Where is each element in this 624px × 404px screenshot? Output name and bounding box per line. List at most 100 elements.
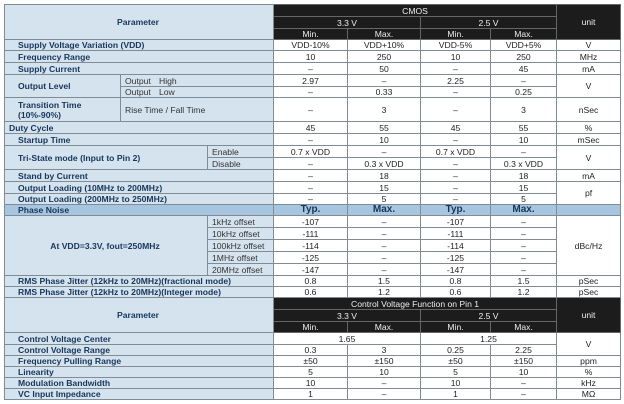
unit-cell: mA xyxy=(556,169,622,182)
value-cell: VDD-5% xyxy=(420,39,491,51)
sub-label: 100kHz offset xyxy=(207,239,274,252)
table-row: Parameter CMOS unit xyxy=(4,4,622,40)
parameter-label: Supply Voltage Variation (VDD) xyxy=(4,39,274,51)
unit-cell: mA xyxy=(556,62,622,75)
value-cell: 0.8 xyxy=(273,275,348,287)
value-cell: 45 xyxy=(420,121,491,134)
sub-label: Output High xyxy=(120,74,274,87)
value-cell: – xyxy=(420,157,491,170)
value-cell: 5 xyxy=(489,193,558,205)
value-cell: 2.25 xyxy=(489,344,558,356)
value-cell: Max. xyxy=(489,204,558,216)
parameter-label: Output Level xyxy=(4,74,121,98)
max-header: Max. xyxy=(489,321,558,333)
value-cell: 45 xyxy=(489,62,558,75)
table-row: VC Input Impedance 1–1– MΩ xyxy=(4,388,622,400)
parameter-label: Stand by Current xyxy=(4,169,274,182)
table-row: Linearity 5 10 5 10% xyxy=(4,366,622,378)
parameter-label: VC Input Impedance xyxy=(4,388,274,400)
group-header: Control Voltage Function on Pin 1 xyxy=(272,297,558,310)
unit-cell: ppm xyxy=(556,355,622,367)
value-cell: 10 xyxy=(347,366,421,378)
value-cell: ±50 xyxy=(420,355,491,367)
value-cell: 10 xyxy=(489,133,558,146)
unit-header: unit xyxy=(556,297,622,333)
value-cell: 0.3 xyxy=(273,344,348,356)
value-cell: – xyxy=(347,215,421,228)
sub-label: Disable xyxy=(207,157,274,170)
max-header: Max. xyxy=(489,28,558,40)
value-cell: 1.2 xyxy=(489,286,558,298)
value-cell: 5 xyxy=(273,366,348,378)
value-cell: 1.5 xyxy=(489,275,558,287)
value-cell: -111 xyxy=(420,227,491,240)
value-cell: 3 xyxy=(489,97,558,122)
value-cell: 250 xyxy=(347,50,421,63)
value-cell: Typ. xyxy=(273,204,348,216)
max-header: Max. xyxy=(347,321,421,333)
value-cell: Typ. xyxy=(420,204,491,216)
value-cell: – xyxy=(489,227,558,240)
table-row: 20MHz offset -147– -147– xyxy=(5,263,621,276)
parameter-label: RMS Phase Jitter (12kHz to 20MHz)(Intege… xyxy=(4,286,274,298)
value-cell: – xyxy=(489,74,558,87)
value-cell: 45 xyxy=(273,121,348,134)
parameter-label: Frequency Pulling Range xyxy=(4,355,274,367)
value-cell: 10 xyxy=(273,377,348,389)
parameter-label: Supply Current xyxy=(4,62,274,75)
value-cell: 2.97 xyxy=(273,74,348,87)
parameter-label: Phase Noise xyxy=(4,204,274,216)
value-cell: – xyxy=(273,169,348,182)
parameter-label: RMS Phase Jitter (12kHz to 20MHz)(fracti… xyxy=(4,275,274,287)
value-cell: – xyxy=(273,62,348,75)
table-row: 100kHz offset -114– -114– xyxy=(5,239,621,252)
value-cell: – xyxy=(273,181,348,194)
value-cell: -114 xyxy=(420,239,491,252)
table-row: Frequency Range 10 250 10 250 MHz xyxy=(4,50,622,63)
parameter-header: Parameter xyxy=(4,4,274,40)
unit-cell: pSec xyxy=(556,286,622,298)
sub-label: 1kHz offset xyxy=(207,215,274,228)
table-row: Parameter Control Voltage Function on Pin… xyxy=(4,297,622,333)
value-cell: 10 xyxy=(273,50,348,63)
value-cell: 55 xyxy=(347,121,421,134)
sub-label: 10kHz offset xyxy=(207,227,274,240)
sub-label: Output Low xyxy=(120,86,274,98)
value-cell: 2.25 xyxy=(420,74,491,87)
value-cell: – xyxy=(420,169,491,182)
value-cell: – xyxy=(420,133,491,146)
value-cell: -107 xyxy=(420,215,491,228)
sub-label: Rise Time / Fall Time xyxy=(120,97,274,122)
value-cell: 1.25 xyxy=(419,332,558,345)
value-cell: 0.25 xyxy=(489,86,558,98)
table-row: 3.3 V 2.5 V xyxy=(5,16,621,29)
table-row: Control Voltage Center 1.65 1.25 V xyxy=(4,332,622,356)
parameter-label: Transition Time (10%-90%) xyxy=(4,97,121,122)
value-cell: – xyxy=(489,388,558,400)
value-cell: 10 xyxy=(347,133,421,146)
value-cell: 18 xyxy=(489,169,558,182)
value-cell: – xyxy=(347,74,421,87)
unit-header: unit xyxy=(556,4,622,40)
value-cell: – xyxy=(489,215,558,228)
parameter-label: At VDD=3.3V, fout=250MHz xyxy=(4,215,208,276)
value-cell: – xyxy=(273,193,348,205)
value-cell: – xyxy=(347,377,421,389)
min-header: Min. xyxy=(420,28,491,40)
value-cell: -111 xyxy=(273,227,348,240)
value-cell: – xyxy=(347,251,421,264)
unit-cell xyxy=(556,204,622,216)
value-cell: – xyxy=(489,145,558,158)
value-cell: 5 xyxy=(420,366,491,378)
value-cell: -114 xyxy=(273,239,348,252)
value-cell: – xyxy=(347,263,421,276)
table-row: Control Voltage Range 0.3 3 0.25 2.25 xyxy=(4,344,621,356)
value-cell: 1 xyxy=(420,388,491,400)
value-cell: – xyxy=(420,97,491,122)
value-cell: 5 xyxy=(347,193,421,205)
parameter-label: Output Loading (10MHz to 200MHz) xyxy=(4,181,274,194)
value-cell: 0.7 x VDD xyxy=(273,145,348,158)
voltage-header: 3.3 V xyxy=(273,16,421,29)
value-cell: -125 xyxy=(273,251,348,264)
value-cell: VDD+5% xyxy=(489,39,558,51)
